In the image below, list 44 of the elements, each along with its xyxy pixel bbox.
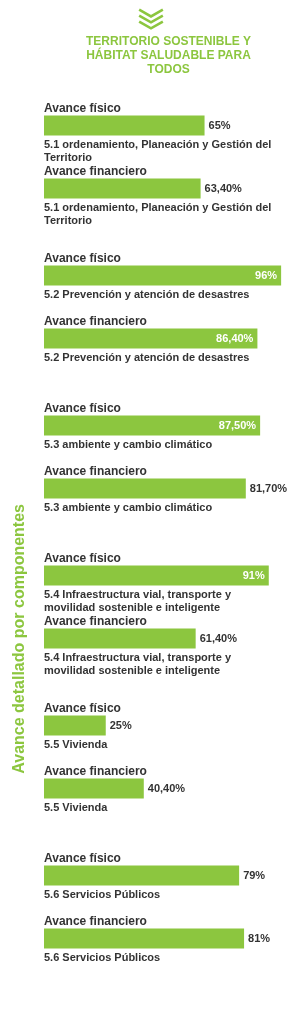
text: Avance financiero xyxy=(44,313,147,328)
text: Avance físico xyxy=(44,850,121,865)
y-tick-label: 5.1 ordenamiento, Planeación y Gestión del Territorio xyxy=(44,138,272,164)
text: Avance financiero xyxy=(44,763,147,778)
text: Avance financiero xyxy=(44,613,147,628)
y-axis-title: Avance detallado por componentes xyxy=(10,504,28,774)
text: Avance físico xyxy=(44,250,121,265)
data-label: 87,50% xyxy=(218,418,257,431)
chart-title: TERRITORIO SOSTENIBLE Y HÁBITAT SALUDABLE PARA TODOS xyxy=(85,34,252,76)
text: Avance financiero xyxy=(44,913,147,928)
bar xyxy=(44,628,196,649)
data-label: 81% xyxy=(248,931,271,944)
data-label: 65% xyxy=(208,118,231,131)
data-label: 40,40% xyxy=(147,781,186,794)
bar xyxy=(44,415,261,436)
data-label: 86,40% xyxy=(216,331,254,344)
bar xyxy=(44,565,269,586)
y-tick-label: 5.4 Infraestructura vial, transporte y movilidad sostenible e inteligente xyxy=(44,588,232,614)
bar xyxy=(44,178,201,199)
bar xyxy=(44,865,240,886)
y-tick-label: 5.6 Servicios Públicos xyxy=(44,888,161,901)
y-tick-label: 5.5 Vivienda xyxy=(44,738,109,751)
text: Avance financiero xyxy=(44,463,147,478)
text: Avance físico xyxy=(44,700,121,715)
bar xyxy=(44,928,245,949)
y-tick-label: 5.2 Prevención y atención de desastres xyxy=(44,288,250,301)
y-tick-label: 5.3 ambiente y cambio climático xyxy=(44,438,213,451)
bar xyxy=(44,478,246,499)
bar xyxy=(44,778,144,799)
data-label: 79% xyxy=(243,868,266,881)
data-label: 91% xyxy=(242,568,265,581)
bar xyxy=(44,715,106,736)
data-label: 25% xyxy=(109,718,132,731)
data-label: 61,40% xyxy=(199,631,238,644)
bar xyxy=(44,328,258,349)
bar xyxy=(44,115,205,136)
data-label: 63,40% xyxy=(204,181,243,194)
text: Avance físico xyxy=(44,400,121,415)
series-label: Avance físico xyxy=(44,100,121,115)
series-label: Avance financiero xyxy=(44,163,147,178)
bar xyxy=(44,265,282,286)
data-label: 81,70% xyxy=(249,481,288,494)
data-label: 96% xyxy=(255,268,278,281)
text: Avance físico xyxy=(44,550,121,565)
